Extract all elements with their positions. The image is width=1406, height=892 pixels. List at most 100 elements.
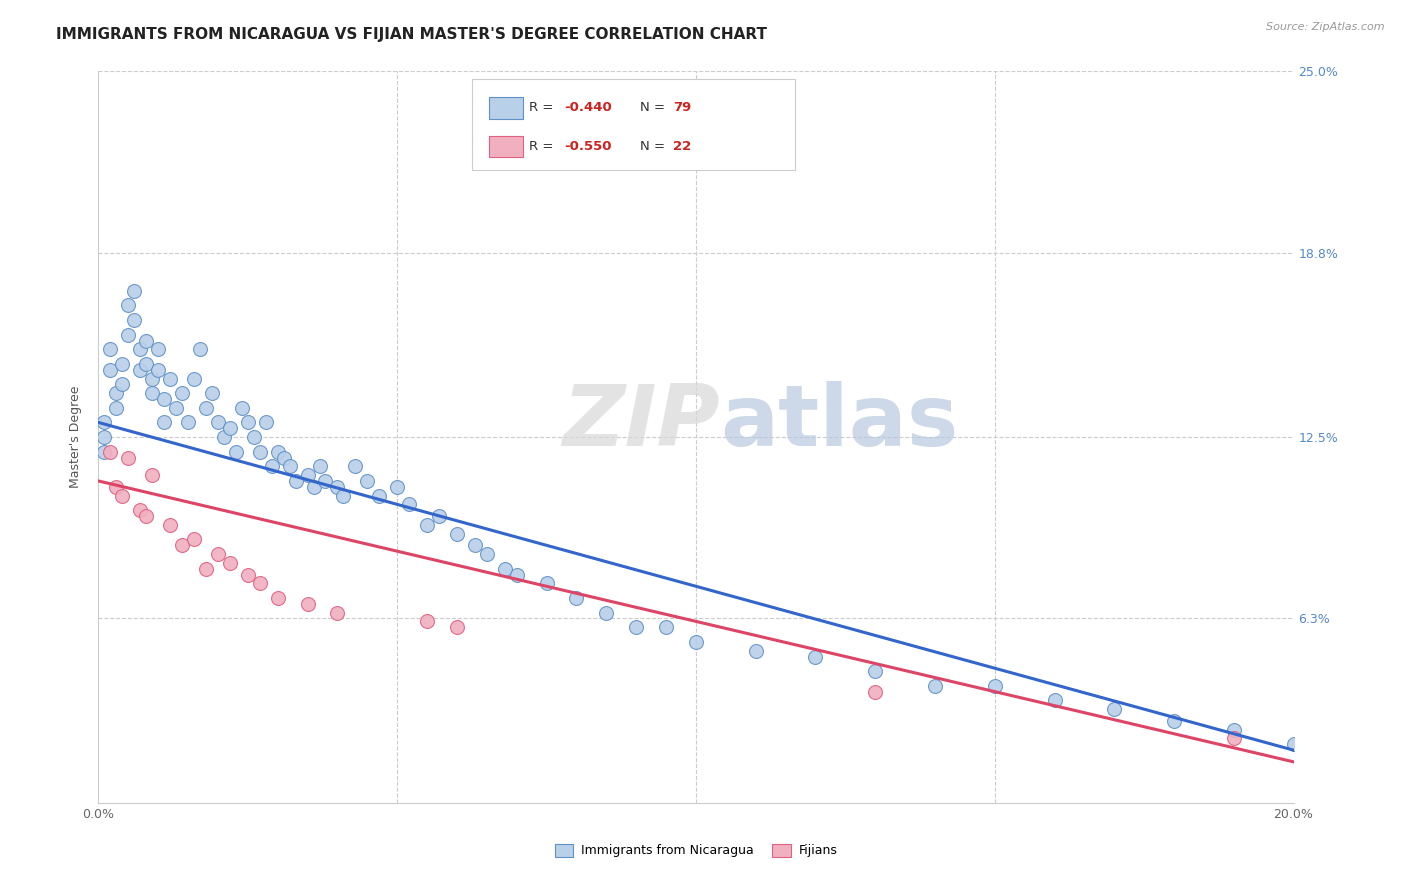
Point [105,386,128,401]
FancyBboxPatch shape [489,97,523,119]
Point [1163,714,1185,728]
Point [385,480,409,494]
Point [111,357,134,371]
Point [165,401,187,415]
Point [368,489,391,503]
Point [98,444,122,458]
Point [172,538,194,552]
Point [124,284,146,298]
Point [308,459,330,474]
FancyBboxPatch shape [472,78,796,170]
Point [129,503,152,517]
Point [105,480,128,494]
Text: ZIP: ZIP [562,381,720,464]
Point [183,371,205,385]
Point [93,430,115,444]
Point [141,371,163,385]
Point [243,430,266,444]
Point [129,343,152,357]
Point [195,401,218,415]
Point [1223,731,1246,746]
Text: 79: 79 [673,102,692,114]
Point [464,538,486,552]
Point [267,444,290,458]
Point [1104,702,1126,716]
Point [207,547,229,561]
Point [141,468,163,483]
Point [273,450,295,465]
Point [865,684,887,698]
Point [565,591,588,605]
Point [1223,723,1246,737]
Text: R =: R = [529,102,557,114]
Point [98,363,122,377]
Point [1043,693,1066,707]
Point [804,649,827,664]
Point [332,489,354,503]
Point [159,517,181,532]
Point [135,334,157,348]
Point [117,327,139,342]
Point [188,343,211,357]
Point [249,576,271,591]
Text: 22: 22 [673,140,692,153]
Point [105,401,128,415]
Point [924,679,946,693]
Point [685,635,707,649]
Point [284,474,307,488]
Point [1282,737,1305,751]
Point [249,444,271,458]
Point [595,606,617,620]
Point [302,480,325,494]
Text: -0.440: -0.440 [565,102,612,114]
Point [494,562,516,576]
Point [93,444,115,458]
Point [207,416,229,430]
Point [427,509,450,524]
Point [153,392,176,406]
FancyBboxPatch shape [489,136,523,158]
Point [148,343,170,357]
Point [506,567,529,582]
Point [117,450,139,465]
Point [212,430,235,444]
Point [159,371,181,385]
Legend: Immigrants from Nicaragua, Fijians: Immigrants from Nicaragua, Fijians [550,838,842,863]
Point [93,416,115,430]
Text: atlas: atlas [720,381,957,464]
Point [278,459,301,474]
Point [446,620,468,634]
Point [219,556,242,570]
Point [98,343,122,357]
Point [745,643,768,657]
Point [177,416,200,430]
Point [344,459,367,474]
Point [984,679,1007,693]
Point [297,468,319,483]
Point [231,401,253,415]
Point [111,377,134,392]
Point [141,386,163,401]
Point [865,664,887,678]
Point [326,606,349,620]
Text: N =: N = [640,102,669,114]
Point [135,357,157,371]
Point [326,480,349,494]
Y-axis label: Master's Degree: Master's Degree [69,386,83,488]
Text: Source: ZipAtlas.com: Source: ZipAtlas.com [1267,22,1385,32]
Text: R =: R = [529,140,557,153]
Point [153,416,176,430]
Point [219,421,242,435]
Point [536,576,558,591]
Point [111,489,134,503]
Point [172,386,194,401]
Point [195,562,218,576]
Point [475,547,498,561]
Point [254,416,277,430]
Text: N =: N = [640,140,669,153]
Point [416,517,439,532]
Point [446,526,468,541]
Text: -0.550: -0.550 [565,140,612,153]
Point [129,363,152,377]
Point [135,509,157,524]
